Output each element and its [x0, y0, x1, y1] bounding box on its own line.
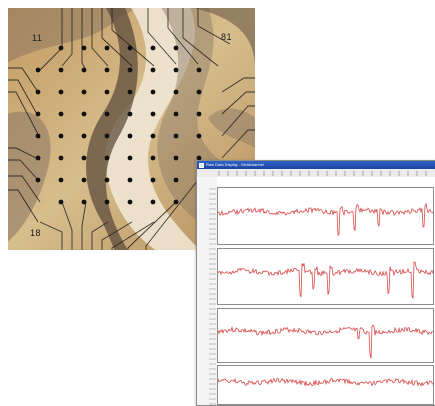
- app-icon: [199, 162, 204, 168]
- electrode-dot: [173, 155, 179, 161]
- channel-panel-4[interactable]: [217, 365, 434, 405]
- electrode-dot: [150, 67, 156, 73]
- electrode-dot: [150, 133, 156, 139]
- electrode-dot: [104, 177, 110, 183]
- electrode-label-11: 11: [32, 33, 43, 43]
- channel-panel-3[interactable]: [217, 308, 434, 363]
- electrode-dot: [127, 111, 133, 117]
- electrode-dot: [35, 155, 41, 161]
- electrode-dot: [81, 177, 87, 183]
- electrode-dot: [150, 177, 156, 183]
- electrode-array-drawing: [8, 8, 255, 250]
- electrode-dot: [150, 45, 156, 51]
- electrode-array-image: 11 81 18: [8, 8, 255, 250]
- electrode-dot: [58, 177, 64, 183]
- electrode-dot: [104, 45, 110, 51]
- channel-panel-1[interactable]: [217, 187, 434, 245]
- channel-panel-2[interactable]: [217, 248, 434, 305]
- electrode-dot: [196, 133, 202, 139]
- electrode-dot: [173, 111, 179, 117]
- channel-trace-4: [218, 377, 433, 387]
- electrode-dot: [81, 67, 87, 73]
- electrode-dot: [81, 199, 87, 205]
- electrode-label-18: 18: [30, 228, 42, 238]
- electrode-dot: [35, 177, 41, 183]
- channel-trace-1: [218, 202, 433, 237]
- electrode-dot: [58, 111, 64, 117]
- electrode-dot: [104, 67, 110, 73]
- electrode-dot: [127, 199, 133, 205]
- electrode-dot: [81, 89, 87, 95]
- electrode-dot: [127, 45, 133, 51]
- electrode-dot: [196, 111, 202, 117]
- electrode-dot: [58, 199, 64, 205]
- electrode-dot: [81, 133, 87, 139]
- electrode-dot: [173, 89, 179, 95]
- electrode-dot: [58, 67, 64, 73]
- signal-line: [218, 261, 433, 299]
- electrode-dot: [35, 133, 41, 139]
- signal-line: [218, 202, 433, 237]
- electrode-dot: [104, 199, 110, 205]
- electrode-dot: [150, 199, 156, 205]
- raw-data-window[interactable]: Raw Data Display - Multichannel: [196, 160, 435, 406]
- electrode-dot: [81, 111, 87, 117]
- electrode-dot: [81, 155, 87, 161]
- electrode-dot: [35, 89, 41, 95]
- electrode-dot: [104, 155, 110, 161]
- axis-strip: [197, 177, 217, 405]
- electrode-dot: [150, 89, 156, 95]
- channel-trace-3: [218, 324, 433, 359]
- electrode-dot: [127, 177, 133, 183]
- channel-trace-2: [218, 261, 433, 299]
- electrode-dot: [173, 45, 179, 51]
- electrode-label-81: 81: [221, 32, 233, 42]
- electrode-dot: [58, 45, 64, 51]
- electrode-dot: [127, 133, 133, 139]
- electrode-dot: [104, 111, 110, 117]
- electrode-dot: [104, 89, 110, 95]
- electrode-dot: [127, 155, 133, 161]
- electrode-dot: [196, 89, 202, 95]
- electrode-dot: [127, 67, 133, 73]
- electrode-dot: [81, 45, 87, 51]
- electrode-dot: [173, 199, 179, 205]
- electrode-dot: [104, 133, 110, 139]
- signal-line: [218, 324, 433, 359]
- plot-area: [197, 177, 435, 405]
- electrode-dot: [173, 133, 179, 139]
- electrode-dot: [35, 111, 41, 117]
- electrode-dot: [58, 89, 64, 95]
- electrode-dot: [196, 67, 202, 73]
- electrode-dot: [196, 155, 202, 161]
- electrode-dot: [127, 89, 133, 95]
- electrode-dot: [58, 155, 64, 161]
- signal-line: [218, 377, 433, 387]
- electrode-dot: [58, 133, 64, 139]
- electrode-dot: [150, 111, 156, 117]
- electrode-dot: [150, 155, 156, 161]
- electrode-dot: [173, 177, 179, 183]
- window-title: Raw Data Display - Multichannel: [206, 162, 264, 167]
- electrode-dot: [35, 67, 41, 73]
- window-titlebar[interactable]: Raw Data Display - Multichannel: [197, 161, 435, 169]
- electrode-dot: [173, 67, 179, 73]
